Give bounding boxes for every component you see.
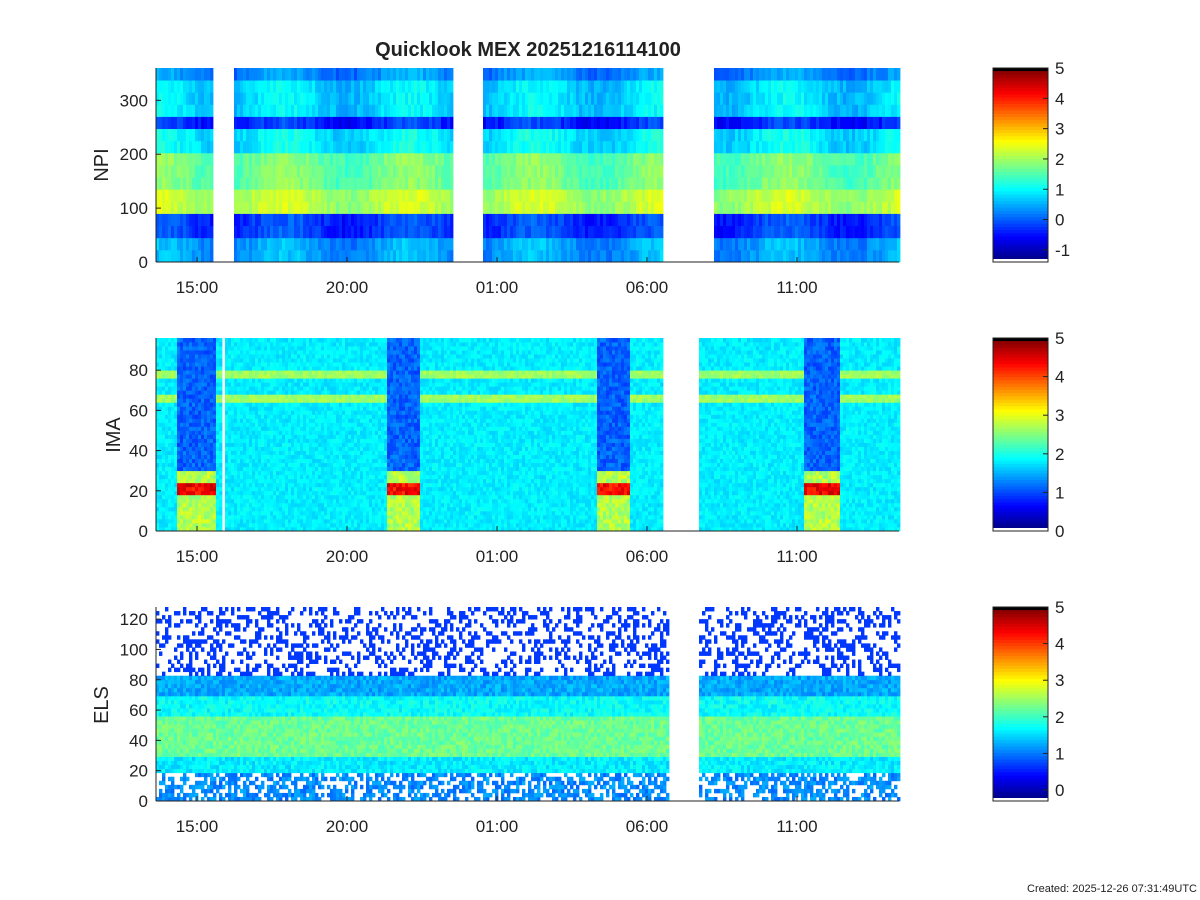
ima-x-tick-label: 15:00 [176, 547, 219, 566]
els-x-tick-label: 15:00 [176, 817, 219, 836]
els-colorbar-tick-label: 4 [1055, 635, 1064, 654]
els-colorbar: 0 1 2 3 4 5 [992, 598, 1064, 802]
els-y-tick-label: 60 [129, 701, 148, 720]
npi-x-tick-label: 01:00 [476, 278, 519, 297]
npi-colorbar-tick-label: 3 [1055, 120, 1064, 139]
npi-colorbar-tick-label: 5 [1055, 59, 1064, 78]
ima-x-tick-label: 06:00 [626, 547, 669, 566]
ima-colorbar-tick-label: 3 [1055, 406, 1064, 425]
els-x-tick-label: 20:00 [326, 817, 369, 836]
els-colorbar-tick-label: 2 [1055, 708, 1064, 727]
els-colorbar-tick-label: 0 [1055, 781, 1064, 800]
ima-spectrogram [156, 338, 901, 532]
npi-x-tick-label: 15:00 [176, 278, 219, 297]
ima-y-tick-label: 0 [139, 522, 148, 541]
ima-y-tick-label: 80 [129, 361, 148, 380]
npi-axes: 0 100 200 300 15:00 20:00 01:00 06:00 11:00 [120, 68, 899, 297]
npi-colorbar-tick-label: 4 [1055, 89, 1064, 108]
npi-spectrogram [156, 68, 901, 263]
els-y-tick-label: 80 [129, 671, 148, 690]
npi-x-tick-label: 11:00 [776, 278, 817, 297]
els-y-tick-label: 120 [120, 610, 148, 629]
els-ylabel: ELS [91, 686, 113, 724]
ima-colorbar-tick-label: 2 [1055, 445, 1064, 464]
ima-axes: 0 20 40 60 80 15:00 20:00 01:00 06:00 11:00 [129, 338, 899, 566]
npi-colorbar: -1 0 1 2 3 4 5 [992, 59, 1070, 263]
npi-y-tick-label: 100 [120, 199, 148, 218]
els-y-tick-label: 100 [120, 640, 148, 659]
npi-colorbar-tick-label: 2 [1055, 150, 1064, 169]
els-y-tick-label: 40 [129, 731, 148, 750]
npi-y-tick-label: 200 [120, 145, 148, 164]
npi-ylabel: NPI [91, 148, 113, 181]
npi-x-tick-label: 06:00 [626, 278, 669, 297]
els-x-tick-label: 06:00 [626, 817, 669, 836]
els-y-tick-label: 20 [129, 762, 148, 781]
npi-x-tick-label: 20:00 [326, 278, 369, 297]
els-x-tick-label: 11:00 [776, 817, 817, 836]
els-y-tick-label: 0 [139, 792, 148, 811]
npi-colorbar-tick-label: 1 [1055, 180, 1064, 199]
ima-x-tick-label: 01:00 [476, 547, 519, 566]
els-spectrogram [156, 607, 901, 802]
npi-y-tick-label: 0 [139, 253, 148, 272]
ima-y-tick-label: 20 [129, 482, 148, 501]
els-colorbar-tick-label: 3 [1055, 671, 1064, 690]
ima-ylabel: IMA [103, 417, 125, 453]
figure-title: Quicklook MEX 20251216114100 [375, 39, 681, 61]
els-colorbar-tick-label: 5 [1055, 598, 1064, 617]
ima-colorbar-tick-label: 4 [1055, 368, 1064, 387]
ima-y-tick-label: 60 [129, 401, 148, 420]
ima-colorbar-tick-label: 1 [1055, 483, 1064, 502]
ima-colorbar-tick-label: 5 [1055, 329, 1064, 348]
npi-colorbar-tick-label: 0 [1055, 211, 1064, 230]
ima-colorbar: 0 1 2 3 4 5 [992, 329, 1064, 541]
ima-y-tick-label: 40 [129, 442, 148, 461]
els-colorbar-tick-label: 1 [1055, 744, 1064, 763]
npi-y-tick-label: 300 [120, 91, 148, 110]
els-axes: 0 20 40 60 80 100 120 15:00 20:00 01:00 06:00 11:00 [120, 607, 899, 836]
els-x-tick-label: 01:00 [476, 817, 519, 836]
ima-colorbar-tick-label: 0 [1055, 522, 1064, 541]
created-timestamp: Created: 2025-12-26 07:31:49UTC [1027, 883, 1197, 895]
ima-x-tick-label: 20:00 [326, 547, 369, 566]
ima-x-tick-label: 11:00 [776, 547, 817, 566]
npi-colorbar-tick-label: -1 [1055, 241, 1070, 260]
